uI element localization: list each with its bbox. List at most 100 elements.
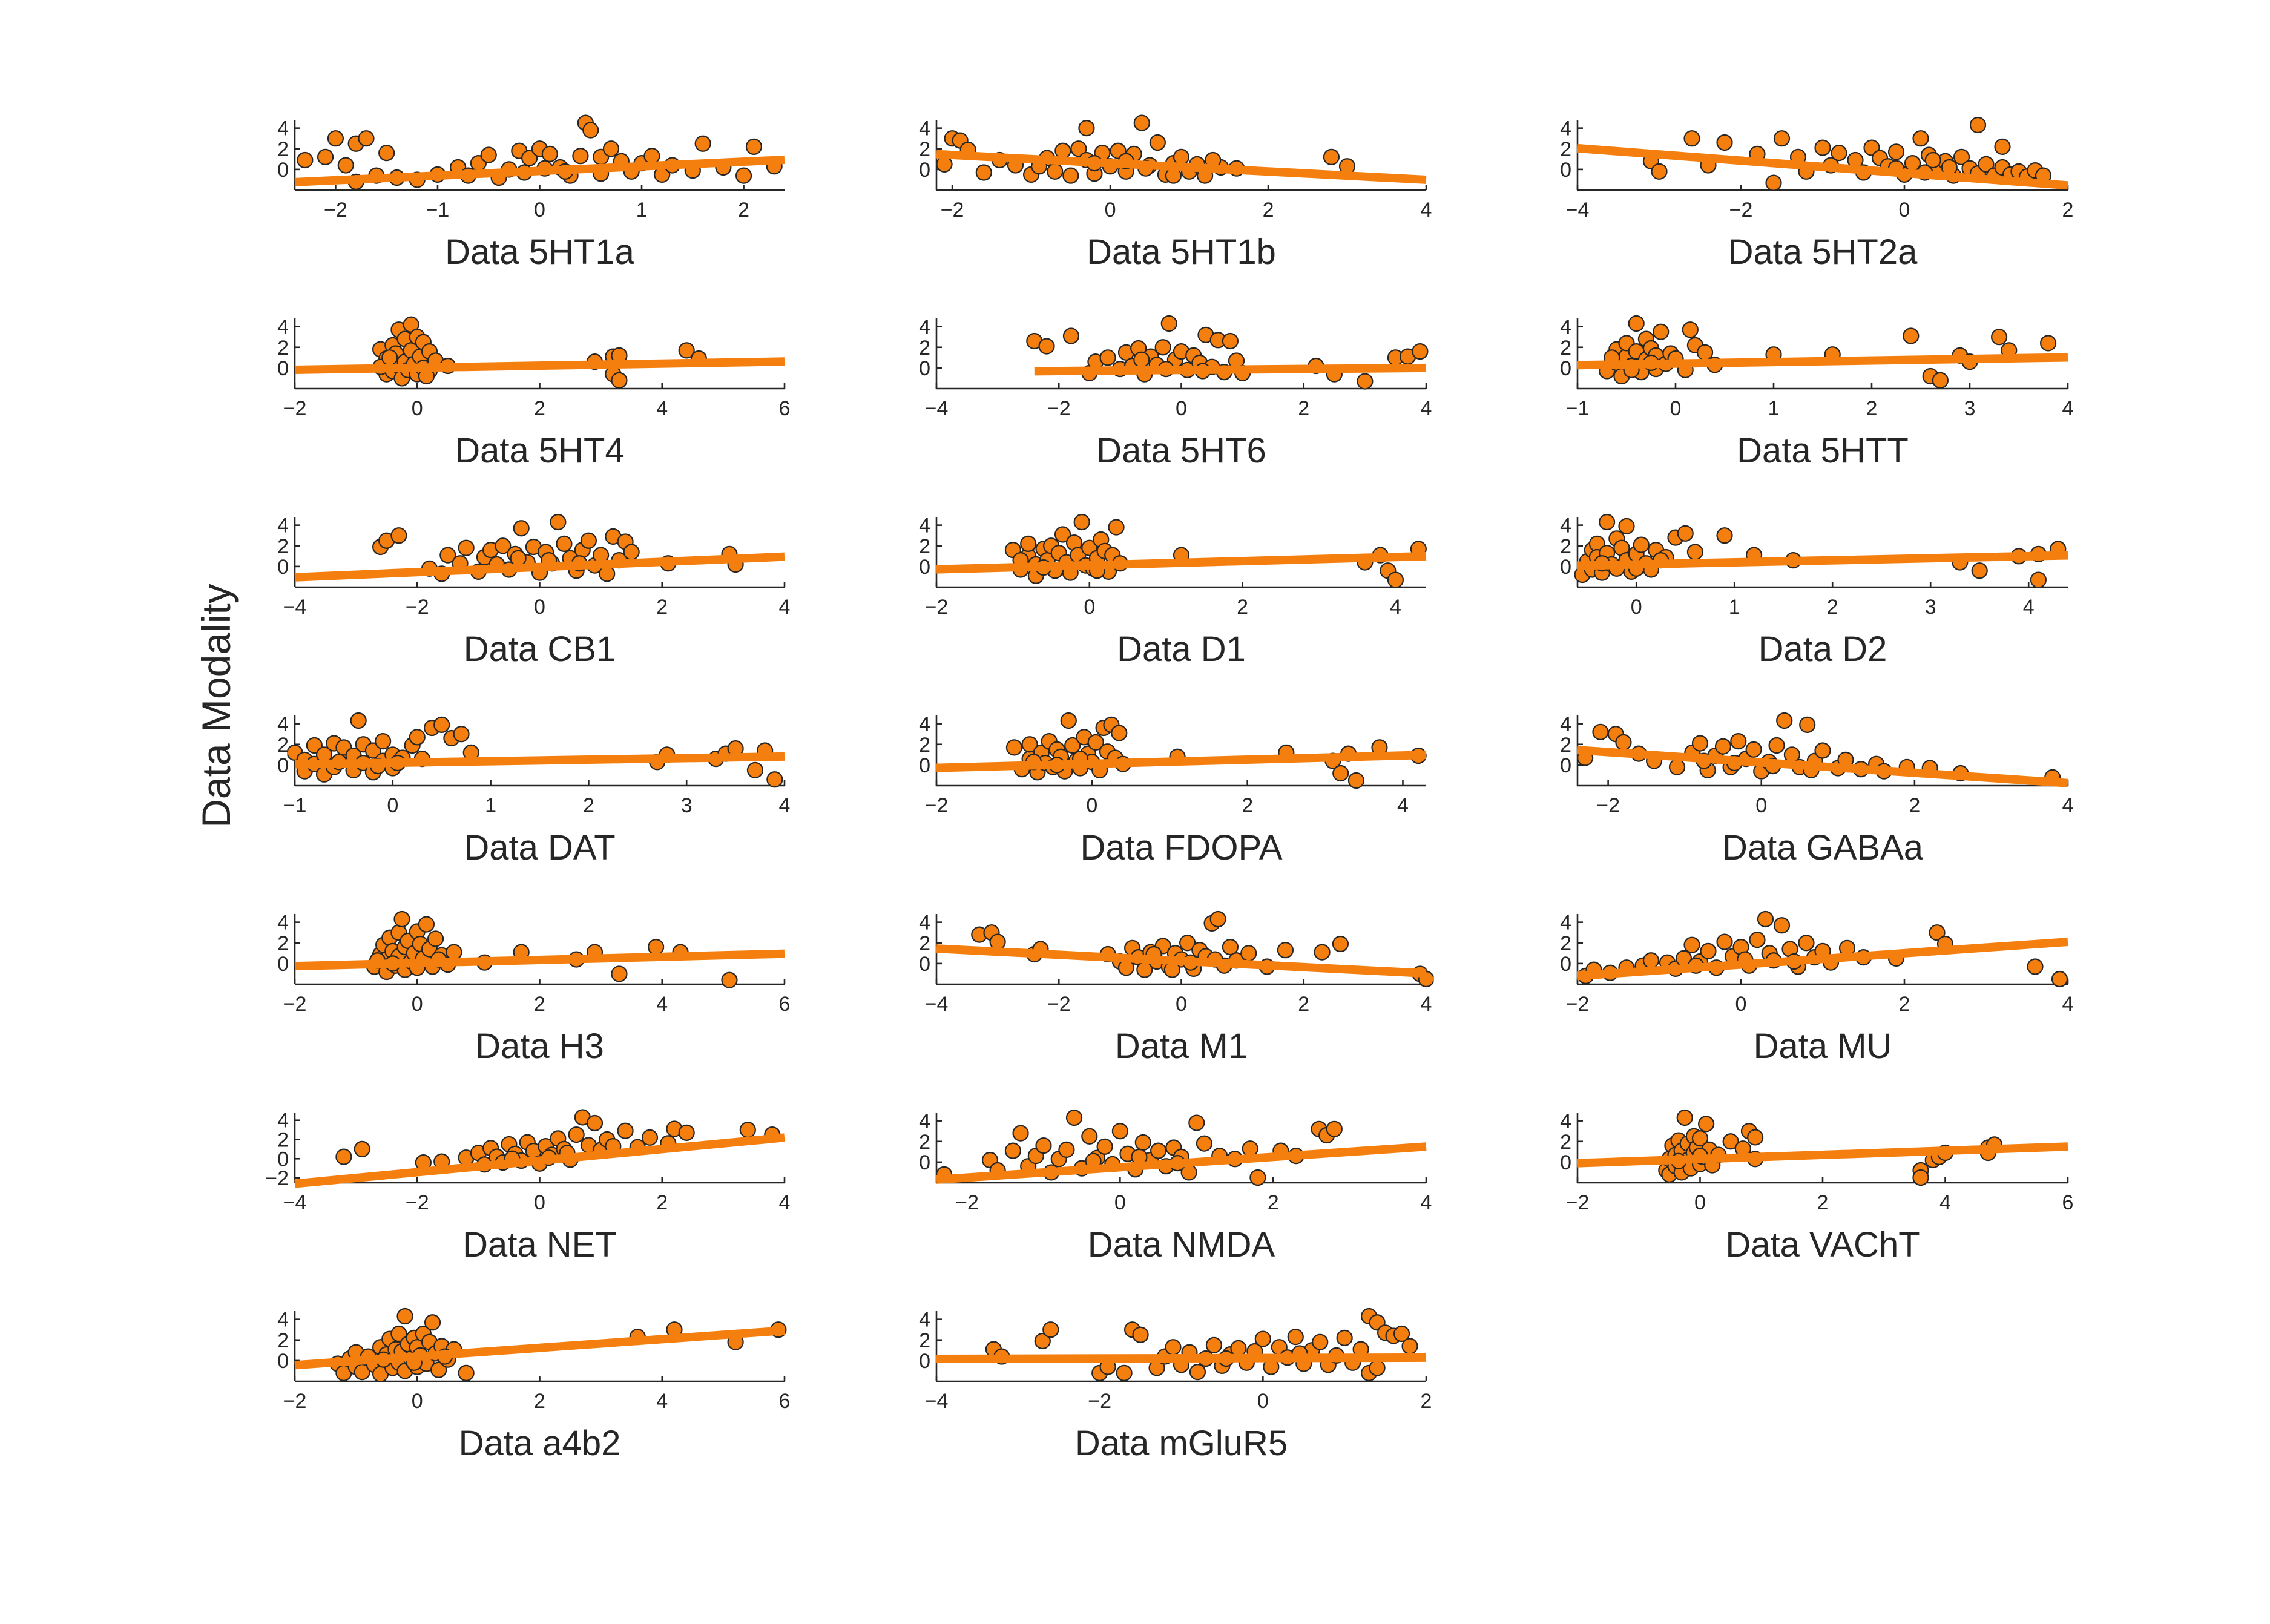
scatter-point: [1108, 519, 1125, 536]
scatter-point: [396, 1307, 413, 1325]
x-tick-label: 4: [779, 1191, 791, 1214]
scatter-point: [602, 140, 620, 157]
scatter-point: [1179, 935, 1196, 952]
y-tick-label: 2: [1560, 1131, 1571, 1154]
scatter-point: [580, 532, 597, 549]
x-tick-label: 1: [485, 794, 496, 817]
scatter-point: [390, 527, 407, 544]
scatter-point: [550, 513, 567, 531]
y-tick-label: 0: [1560, 754, 1571, 777]
scatter-point: [1912, 130, 1929, 147]
x-tick-label: 4: [1421, 397, 1432, 420]
y-tick-label: 2: [277, 1128, 289, 1151]
scatter-point: [1173, 148, 1190, 166]
x-tick-label: 0: [412, 1390, 423, 1413]
scatter-point: [1369, 1359, 1386, 1376]
y-tick-label: 4: [919, 514, 930, 537]
scatter-point: [297, 151, 314, 169]
scatter-point: [1799, 716, 1816, 733]
y-tick-label: 2: [277, 535, 289, 558]
y-tick-label: 4: [1560, 912, 1571, 935]
scatter-point: [1971, 562, 1988, 579]
x-tick-label: −1: [1566, 397, 1590, 420]
scatter-point: [572, 148, 589, 165]
scatter-point: [1332, 764, 1349, 782]
x-tick-label: −2: [283, 397, 307, 420]
x-tick-label: −2: [1047, 993, 1071, 1016]
scatter-point: [1073, 513, 1090, 531]
scatter-point: [1814, 742, 1831, 759]
scatter-point: [1765, 174, 1782, 191]
scatter-points: [366, 910, 738, 988]
scatter-point: [1060, 712, 1077, 729]
scatter-points: [1599, 315, 2057, 389]
scatter-point: [1628, 315, 1645, 332]
x-tick-label: 4: [1390, 596, 1401, 619]
y-tick-label: 0: [1560, 953, 1571, 976]
scatter-point: [1599, 513, 1616, 531]
x-axis-label: Data CB1: [464, 630, 616, 669]
y-tick-label: 2: [919, 734, 930, 757]
scatter-point: [1154, 339, 1171, 356]
x-tick-label: 2: [1909, 794, 1920, 817]
scatter-points: [971, 910, 1434, 988]
scatter-points: [1574, 513, 2067, 588]
scatter-point: [1633, 536, 1650, 553]
scatter-point: [1357, 373, 1374, 390]
y-tick-label: 2: [919, 337, 930, 360]
y-tick-label: 0: [919, 357, 930, 380]
scatter-point: [1642, 952, 1660, 969]
scatter-point: [393, 910, 410, 928]
x-tick-label: 2: [2062, 199, 2074, 222]
fit-line: [1577, 746, 2068, 787]
scatter-point: [381, 349, 398, 366]
x-axis-label: Data VAChT: [1725, 1225, 1920, 1264]
scatter-point: [617, 1122, 634, 1139]
scatter-point: [1062, 327, 1080, 344]
scatter-point: [1691, 1130, 1709, 1147]
scatter-point: [1700, 942, 1717, 960]
scatter-point: [1111, 1123, 1128, 1140]
scatter-point: [1716, 527, 1733, 544]
scatter-point: [1730, 733, 1747, 750]
scatter-point: [989, 933, 1006, 950]
scatter-points: [1004, 513, 1427, 588]
scatter-point: [1150, 1142, 1167, 1159]
x-axis-label: Data M1: [1115, 1027, 1248, 1066]
scatter-point: [1020, 535, 1037, 552]
x-tick-label: −2: [324, 199, 347, 222]
x-tick-label: 0: [1670, 397, 1682, 420]
x-tick-label: 3: [681, 794, 693, 817]
fit-line: [294, 949, 785, 971]
scatter-point: [354, 1140, 370, 1157]
x-tick-label: 2: [656, 596, 668, 619]
scatter-point: [1615, 734, 1632, 751]
scatter-point: [1005, 739, 1023, 756]
y-tick-label: −2: [265, 1167, 289, 1190]
x-tick-label: 2: [1263, 199, 1274, 222]
scatter-point: [1065, 1109, 1083, 1126]
x-axis-label: Data MU: [1754, 1027, 1892, 1066]
fit-line: [1577, 1142, 2068, 1168]
x-tick-label: −2: [1088, 1390, 1111, 1413]
scatter-point: [458, 539, 475, 556]
x-tick-label: 4: [779, 596, 791, 619]
x-tick-label: −2: [955, 1191, 979, 1214]
x-tick-label: 0: [534, 1191, 545, 1214]
scatter-point: [735, 167, 752, 184]
y-tick-label: 0: [919, 754, 930, 777]
scatter-point: [641, 1129, 659, 1146]
x-tick-label: −1: [426, 199, 450, 222]
scatter-point: [1347, 772, 1365, 789]
fit-line: [936, 944, 1427, 978]
x-tick-label: 2: [534, 397, 545, 420]
scatter-point: [1745, 741, 1762, 758]
